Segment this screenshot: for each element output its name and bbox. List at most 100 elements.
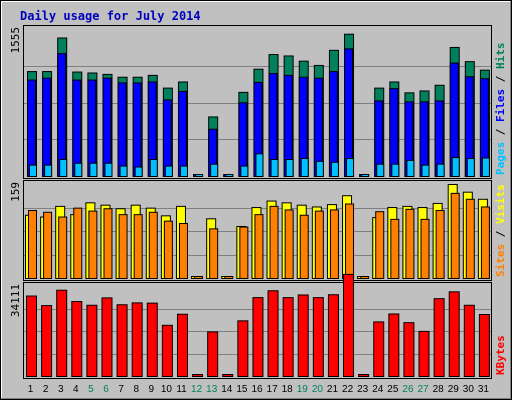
bar-sites-day-15 xyxy=(239,226,249,280)
bar-sites-day-17 xyxy=(269,205,279,279)
day-label-7: 7 xyxy=(118,384,124,395)
bar-kbytes-day-11 xyxy=(176,313,188,377)
day-label-11: 11 xyxy=(176,384,187,395)
bar-pages-day-30 xyxy=(466,158,475,178)
bar-pages-day-4 xyxy=(74,162,83,178)
bar-kbytes-day-27 xyxy=(418,330,430,378)
bar-files-day-7 xyxy=(117,82,127,177)
bar-pages-day-2 xyxy=(44,164,53,177)
bar-pages-day-31 xyxy=(481,157,490,178)
day-label-2: 2 xyxy=(43,384,49,395)
bar-files-day-11 xyxy=(177,90,187,177)
bar-kbytes-day-29 xyxy=(448,291,460,377)
bar-files-day-3 xyxy=(57,53,67,177)
day-label-10: 10 xyxy=(161,384,173,395)
bar-kbytes-day-9 xyxy=(146,302,158,377)
bar-kbytes-day-1 xyxy=(26,295,37,378)
bar-pages-day-14 xyxy=(225,174,234,177)
bar-files-day-22 xyxy=(344,48,354,177)
day-label-5: 5 xyxy=(88,384,94,395)
bar-sites-day-5 xyxy=(88,210,98,279)
bar-kbytes-day-14 xyxy=(222,374,234,377)
bar-sites-day-9 xyxy=(148,211,158,279)
day-label-1: 1 xyxy=(28,384,34,395)
legend-pages: Pages xyxy=(494,142,507,175)
day-label-30: 30 xyxy=(463,384,475,395)
bar-sites-day-19 xyxy=(299,214,309,280)
day-label-12: 12 xyxy=(191,384,203,395)
bar-files-day-5 xyxy=(87,79,97,177)
bar-pages-day-16 xyxy=(255,153,264,177)
bar-kbytes-day-18 xyxy=(282,297,294,378)
day-label-9: 9 xyxy=(149,384,155,395)
bar-pages-day-29 xyxy=(451,157,460,177)
bar-pages-day-23 xyxy=(361,174,370,177)
bar-pages-day-5 xyxy=(89,162,98,178)
bar-kbytes-day-20 xyxy=(312,297,324,378)
bar-pages-day-12 xyxy=(195,174,204,177)
bar-pages-day-20 xyxy=(315,160,324,178)
day-label-21: 21 xyxy=(327,384,339,395)
bar-sites-day-3 xyxy=(58,216,68,279)
bar-pages-day-7 xyxy=(119,165,128,178)
bar-kbytes-day-3 xyxy=(56,289,68,377)
day-label-20: 20 xyxy=(312,384,324,395)
day-label-3: 3 xyxy=(58,384,64,395)
bar-files-day-21 xyxy=(328,71,338,177)
bar-kbytes-day-23 xyxy=(358,374,370,377)
day-label-26: 26 xyxy=(402,384,414,395)
legend-separator: / xyxy=(494,69,507,89)
bar-pages-day-26 xyxy=(406,159,415,177)
day-label-31: 31 xyxy=(478,384,490,395)
ymax-label-visits: 159 xyxy=(9,182,22,202)
day-label-17: 17 xyxy=(267,384,279,395)
bar-sites-day-14 xyxy=(224,276,234,279)
bar-sites-day-27 xyxy=(420,218,430,280)
bar-pages-day-28 xyxy=(436,163,445,178)
bar-pages-day-21 xyxy=(330,161,339,177)
bar-kbytes-day-7 xyxy=(116,304,128,377)
legend-sites: Sites xyxy=(494,244,507,277)
bar-pages-day-27 xyxy=(421,164,430,177)
panel-hits: 1555 Pages / Files / Hits xyxy=(9,25,507,179)
bar-kbytes-day-19 xyxy=(297,294,309,377)
legend-visits: Visits xyxy=(494,184,507,224)
bar-sites-day-6 xyxy=(103,208,113,280)
bar-sites-day-18 xyxy=(284,209,294,279)
bar-sites-day-23 xyxy=(360,276,370,279)
bar-kbytes-day-8 xyxy=(131,302,143,378)
day-label-15: 15 xyxy=(236,384,248,395)
day-label-23: 23 xyxy=(357,384,369,395)
bar-pages-day-6 xyxy=(104,162,113,178)
bar-files-day-15 xyxy=(238,102,248,177)
day-label-28: 28 xyxy=(433,384,445,395)
bar-files-day-25 xyxy=(389,88,399,177)
bar-sites-day-10 xyxy=(163,220,173,279)
day-label-19: 19 xyxy=(297,384,309,395)
day-label-6: 6 xyxy=(103,384,109,395)
legend-separator: / xyxy=(494,224,507,244)
bar-sites-day-22 xyxy=(345,203,355,279)
bar-sites-day-31 xyxy=(480,206,490,279)
bar-files-day-1 xyxy=(27,79,36,177)
bar-kbytes-day-31 xyxy=(478,313,490,378)
chart-title: Daily usage for July 2014 xyxy=(20,9,201,23)
chart-panels: 1555 Pages / Files / Hits 159 Sites / Visit… xyxy=(9,25,507,379)
bar-sites-day-30 xyxy=(465,198,475,279)
day-label-8: 8 xyxy=(133,384,139,395)
day-label-29: 29 xyxy=(448,384,460,395)
day-label-22: 22 xyxy=(342,384,354,395)
legend-separator: / xyxy=(494,122,507,142)
bar-pages-day-1 xyxy=(29,164,37,177)
day-axis: 1 2 3 4 5 6 7 8 9 10 11 12 13 14 15 16 17 18 19 20 21 22 23 24 2… xyxy=(28,384,490,395)
bar-pages-day-10 xyxy=(164,165,173,178)
panel-border-hits xyxy=(23,25,492,179)
bar-pages-day-24 xyxy=(376,163,385,178)
bar-pages-day-25 xyxy=(391,163,400,178)
day-label-4: 4 xyxy=(73,384,79,395)
bar-sites-day-21 xyxy=(329,209,339,279)
day-label-14: 14 xyxy=(221,384,233,395)
bar-sites-day-24 xyxy=(375,211,385,279)
bar-files-day-2 xyxy=(42,77,52,177)
